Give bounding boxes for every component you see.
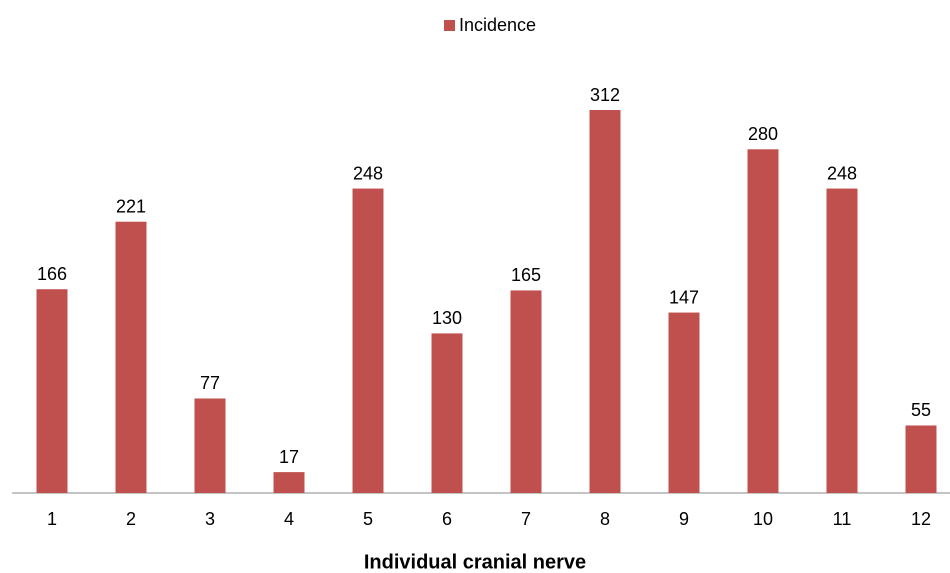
bar [194,398,226,493]
data-label: 248 [827,163,857,183]
x-tick-label: 4 [284,509,294,529]
x-tick-label: 1 [47,509,57,529]
data-label: 55 [911,400,931,420]
x-tick-label: 6 [442,509,452,529]
data-label: 166 [37,264,67,284]
x-axis-title: Individual cranial nerve [364,551,586,573]
legend-swatch [444,20,455,31]
bar [273,472,305,493]
data-label: 248 [353,163,383,183]
data-label: 147 [669,287,699,307]
bar [431,333,463,493]
bar [747,149,779,494]
x-tick-label: 12 [911,509,931,529]
x-tick-label: 10 [753,509,773,529]
bar [826,188,858,494]
data-label: 77 [200,373,220,393]
x-tick-label: 9 [679,509,689,529]
bar [905,425,937,493]
data-label: 17 [279,447,299,467]
data-label: 130 [432,308,462,328]
x-tick-label: 2 [126,509,136,529]
data-label: 165 [511,265,541,285]
x-tick-label: 3 [205,509,215,529]
legend-label: Incidence [459,15,536,35]
bar [668,312,700,493]
data-label: 221 [116,196,146,216]
x-tick-label: 8 [600,509,610,529]
bar [589,110,621,493]
x-tick-label: 11 [833,509,852,529]
bar [115,221,147,494]
data-label: 280 [748,124,778,144]
data-label: 312 [590,85,620,105]
bar [36,289,68,493]
bar [352,188,384,494]
bar [510,290,542,493]
x-tick-label: 5 [363,509,373,529]
x-tick-label: 7 [521,509,531,529]
